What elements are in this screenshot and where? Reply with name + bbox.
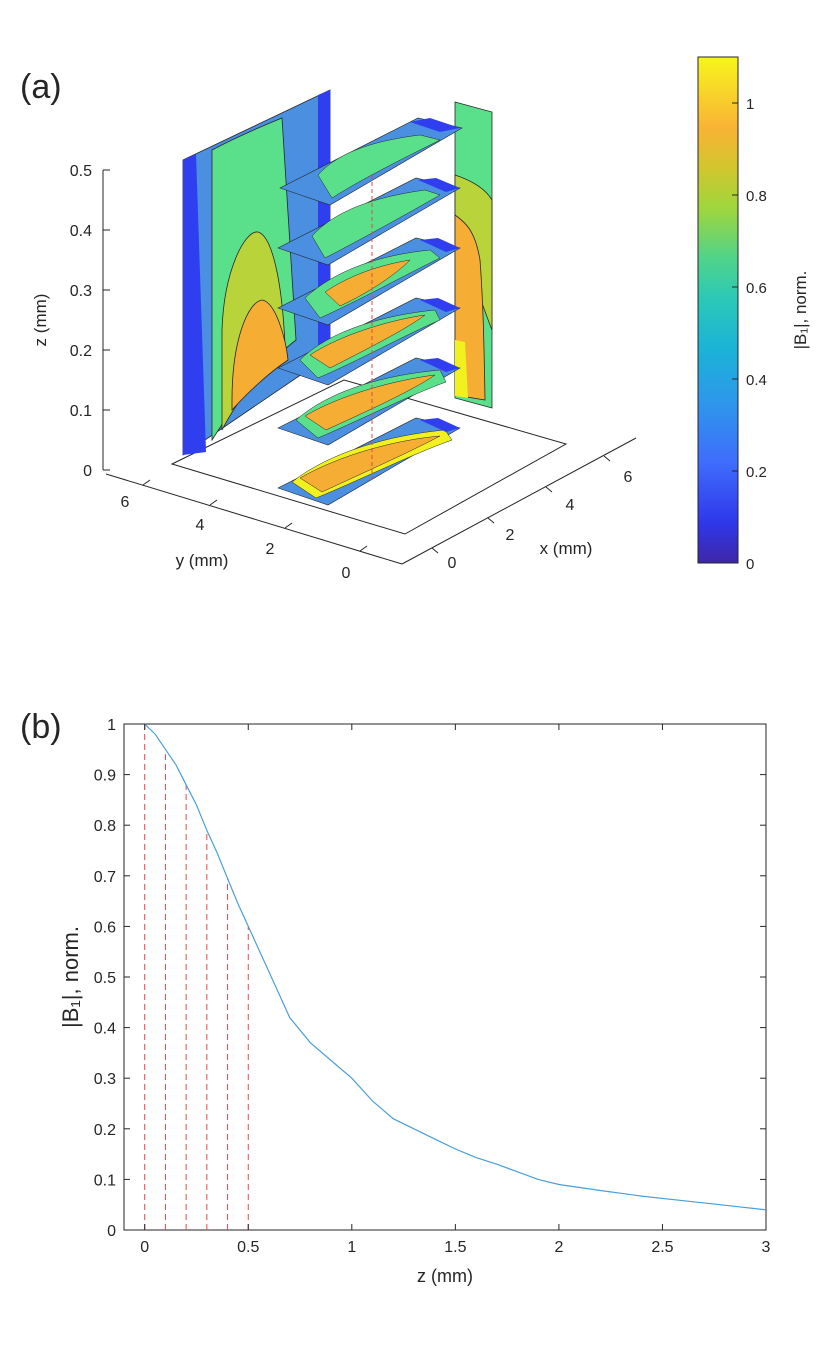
colorbar-tick-label: 1 xyxy=(746,96,754,113)
y-tick-label: 0 xyxy=(342,565,351,582)
x-tick-label: 4 xyxy=(566,497,575,514)
z-axis: 0 0.1 0.2 0.3 0.4 0.5 z (mm) xyxy=(31,163,110,480)
series-lines xyxy=(144,723,767,1211)
x-axis-label: x (mm) xyxy=(540,539,593,558)
x-tick-label: 6 xyxy=(624,469,633,486)
plot-frame xyxy=(123,723,767,1231)
z-tick-label: 0.4 xyxy=(70,223,92,240)
z-tick-label: 0.2 xyxy=(70,343,92,360)
y-tick-label: 0.7 xyxy=(94,869,116,886)
colorbar-label: |B₁|, norm. xyxy=(791,271,810,350)
panel-a: (a) 0 0.1 0.2 0.3 0.4 0.5 z (mm) 6 xyxy=(20,56,810,582)
y-tick-label: 0.9 xyxy=(94,768,116,785)
x-tick-label: 0 xyxy=(140,1239,149,1256)
y-tick-label: 0.4 xyxy=(94,1021,116,1038)
colorbar-tick-label: 0.6 xyxy=(746,280,767,297)
xz-slice xyxy=(454,101,493,409)
x-tick-label: 3 xyxy=(762,1239,771,1256)
series-line xyxy=(144,723,767,1211)
y-axis: 6 4 2 0 y (mm) xyxy=(105,473,403,582)
x-tick-label: 0 xyxy=(448,555,457,572)
colorbar-tick-label: 0 xyxy=(746,556,754,573)
y-tick-label: 0.2 xyxy=(94,1122,116,1139)
z-tick-label: 0 xyxy=(83,463,92,480)
z-slice-0.4 xyxy=(277,177,461,266)
y-tick-label: 4 xyxy=(196,517,205,534)
panel-b: (b) 0 0.5 1 1.5 2 2.5 3 0 0.1 0.2 0.3 0.4 0.5 0.6 0.7… xyxy=(20,708,771,1286)
y-tick-label: 6 xyxy=(121,494,130,511)
y-tick-label: 0.3 xyxy=(94,1071,116,1088)
x-tick-label: 2 xyxy=(506,527,515,544)
colorbar-tick-label: 0.8 xyxy=(746,188,767,205)
colorbar-gradient xyxy=(697,56,739,564)
colorbar: 0 0.2 0.4 0.6 0.8 1 |B₁|, norm. xyxy=(697,56,810,573)
y-tick-label: 0.6 xyxy=(94,919,116,936)
z-slices xyxy=(277,117,463,506)
y-axis-label: |B₁|, norm. xyxy=(58,926,83,1028)
x-tick-label: 1 xyxy=(347,1239,356,1256)
y-tick-label: 1 xyxy=(107,717,116,734)
z-tick-label: 0.1 xyxy=(70,403,92,420)
x-tick-label: 2.5 xyxy=(651,1239,673,1256)
z-slice-0.5 xyxy=(279,117,463,206)
z-slice-0.1 xyxy=(277,357,461,446)
y-tick-label: 2 xyxy=(266,541,275,558)
z-axis-label: z (mm) xyxy=(31,294,50,347)
y-tick-label: 0.1 xyxy=(94,1172,116,1189)
y-tick-label: 0.5 xyxy=(94,970,116,987)
x-axis-label: z (mm) xyxy=(417,1266,473,1286)
colorbar-tick-label: 0.2 xyxy=(746,464,767,481)
z-marker-lines xyxy=(144,724,249,1230)
y-axis-label: y (mm) xyxy=(176,551,229,570)
z-tick-label: 0.5 xyxy=(70,163,92,180)
x-ticks: 0 0.5 1 1.5 2 2.5 3 xyxy=(140,724,771,1256)
panel-a-label: (a) xyxy=(20,68,62,106)
x-tick-label: 0.5 xyxy=(237,1239,259,1256)
x-tick-label: 2 xyxy=(554,1239,563,1256)
y-tick-label: 0.8 xyxy=(94,818,116,835)
y-ticks: 0 0.1 0.2 0.3 0.4 0.5 0.6 0.7 0.8 0.9 1 xyxy=(94,717,766,1240)
panel-b-label: (b) xyxy=(20,708,62,746)
x-axis: 0 2 4 6 x (mm) xyxy=(401,437,637,572)
z-slice-0.2 xyxy=(277,297,461,386)
x-tick-label: 1.5 xyxy=(444,1239,466,1256)
y-tick-label: 0 xyxy=(107,1223,116,1240)
z-tick-label: 0.3 xyxy=(70,283,92,300)
colorbar-tick-label: 0.4 xyxy=(746,372,767,389)
